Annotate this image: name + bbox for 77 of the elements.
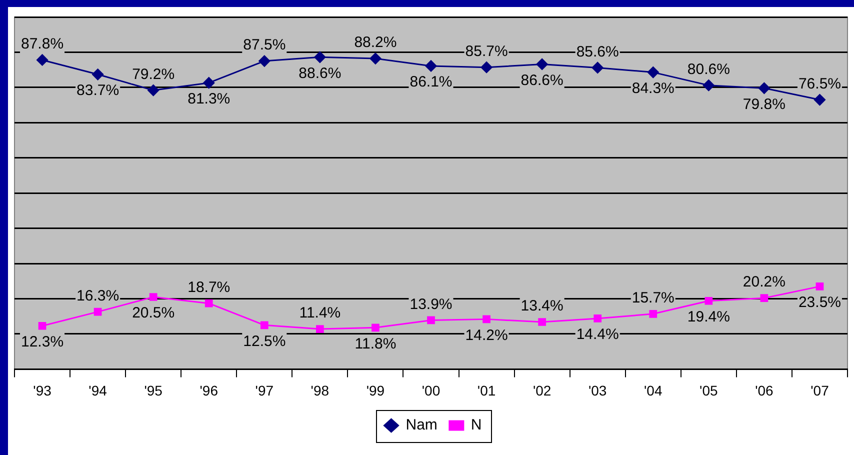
point [148,84,160,96]
point [427,316,435,324]
data-label: 87.8% [20,36,64,53]
data-label: 12.5% [243,332,286,350]
point [204,299,213,308]
data-label: 14.4% [576,326,619,344]
point [92,68,104,80]
point [536,58,548,70]
data-label: 19.4% [687,308,730,326]
point [94,308,102,316]
data-label: 16.3% [76,287,120,304]
point [482,315,490,324]
data-label: 86.1% [410,74,452,91]
point [258,55,270,67]
data-label: 18.7% [188,278,230,296]
data-label: 85.7% [465,43,508,60]
x-tick-label: '07 [810,382,830,398]
data-label: 81.3% [188,90,230,108]
data-label: 85.6% [576,43,619,60]
data-label: 11.4% [299,304,341,322]
data-label: 14.2% [465,326,508,344]
data-label: 20.2% [742,274,786,291]
x-tick-label: '01 [477,382,496,398]
point [816,282,824,290]
data-label: 88.6% [298,64,342,82]
data-label: 23.5% [798,294,842,312]
x-tick-label: '98 [310,382,330,398]
point [203,77,215,89]
x-tick-label: '96 [200,382,218,398]
data-label: 83.7% [76,82,120,100]
point [370,52,382,64]
data-label: 11.8% [354,335,396,352]
point [758,82,770,94]
point [702,80,714,92]
x-tick-label: '97 [255,382,274,398]
x-tick-label: '02 [532,382,552,398]
legend-label: N [470,416,482,434]
data-label: 84.3% [632,80,674,97]
x-tick-label: '05 [700,382,718,398]
point [36,54,48,66]
point [594,314,602,322]
x-tick-label: '93 [33,382,52,398]
x-tick-label: '95 [144,382,163,398]
point [372,324,380,332]
point [425,60,437,72]
data-label: 13.4% [520,298,564,315]
data-label: 13.9% [410,296,452,313]
legend-label: Nam [406,416,438,434]
point [316,325,324,333]
point [260,321,268,330]
data-label: 80.6% [687,60,730,78]
x-tick-label: '03 [588,382,607,398]
point [592,62,604,74]
point [647,66,659,78]
data-label: 12.3% [20,334,64,351]
data-label: 15.7% [632,290,674,307]
data-label: 76.5% [798,75,842,92]
point [760,294,768,302]
data-label: 87.5% [243,36,286,54]
point [38,322,46,330]
x-tick-label: '04 [644,382,662,398]
data-label: 20.5% [132,304,175,322]
x-tick-label: '06 [755,382,774,398]
point [149,293,158,301]
data-label: 88.2% [354,34,397,52]
x-tick-label: '00 [422,382,440,398]
point [480,62,492,74]
data-label: 79.2% [132,66,175,83]
data-label: 86.6% [520,72,564,89]
data-label: 79.8% [742,96,786,113]
point [814,94,826,106]
point [704,296,713,305]
x-tick-label: '99 [366,382,385,398]
point [649,310,658,318]
x-tick-label: '94 [88,382,108,398]
point [314,51,326,63]
point [538,318,546,326]
